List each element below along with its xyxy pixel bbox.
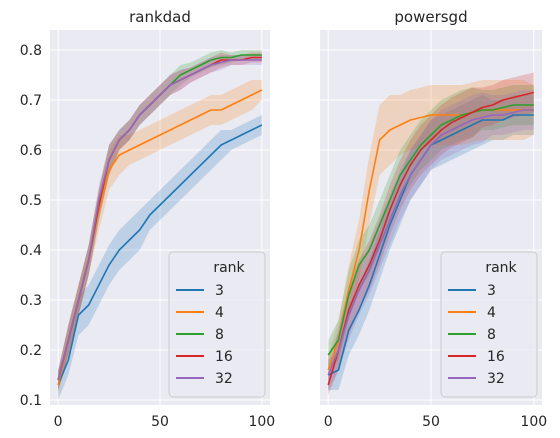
confidence-band-3 xyxy=(328,95,534,390)
x-tick-label: 0 xyxy=(54,414,63,430)
y-tick-label: 0.7 xyxy=(20,93,42,109)
rankdad-panel: rankdad 0.1 0.2 0.3 0.4 0.5 0.6 0.7 0.8 0 50 100 ra… xyxy=(20,8,275,430)
x-tick-label: 50 xyxy=(422,414,440,430)
x-tick-label: 0 xyxy=(324,414,333,430)
legend-label-4: 4 xyxy=(215,305,224,321)
legend: rank 3 4 8 16 32 xyxy=(168,251,266,398)
confidence-band-3 xyxy=(58,115,262,400)
powersgd-title: powersgd xyxy=(394,8,467,26)
series-line-32 xyxy=(57,59,262,381)
powersgd-panel: powersgd 0 50 100 rank 3 4 8 16 32 xyxy=(320,8,547,430)
series-line-3 xyxy=(57,124,263,386)
y-tick-label: 0.3 xyxy=(20,293,42,309)
x-tick-label: 50 xyxy=(151,414,169,430)
x-tick-label: 100 xyxy=(520,414,547,430)
legend-label-4: 4 xyxy=(487,305,496,321)
legend-label-16: 16 xyxy=(215,349,233,365)
confidence-band-8 xyxy=(328,85,534,370)
legend-box xyxy=(440,251,538,398)
confidence-band-8 xyxy=(58,50,262,390)
legend-label-32: 32 xyxy=(215,371,233,387)
legend: rank 3 4 8 16 32 xyxy=(440,251,538,398)
y-tick-label: 0.2 xyxy=(20,343,42,359)
y-tick-label: 0.4 xyxy=(20,243,42,259)
legend-label-3: 3 xyxy=(487,283,496,299)
legend-box xyxy=(168,251,266,398)
series-line-16 xyxy=(327,91,534,386)
legend-label-3: 3 xyxy=(215,283,224,299)
legend-label-16: 16 xyxy=(487,349,505,365)
y-tick-label: 0.6 xyxy=(20,143,42,159)
series-line-4 xyxy=(327,109,534,371)
confidence-band-4 xyxy=(328,80,534,385)
legend-label-8: 8 xyxy=(215,327,224,343)
series-line-32 xyxy=(327,109,534,376)
rankdad-title: rankdad xyxy=(129,8,191,26)
y-tick-label: 0.8 xyxy=(20,43,42,59)
series-line-8 xyxy=(327,104,534,356)
y-tick-label: 0.1 xyxy=(20,393,42,409)
legend-label-32: 32 xyxy=(487,371,505,387)
legend-label-8: 8 xyxy=(487,327,496,343)
legend-title: rank xyxy=(213,260,245,276)
legend-title: rank xyxy=(485,260,517,276)
y-tick-label: 0.5 xyxy=(20,193,42,209)
x-tick-label: 100 xyxy=(248,414,275,430)
confidence-band-32 xyxy=(328,90,534,390)
